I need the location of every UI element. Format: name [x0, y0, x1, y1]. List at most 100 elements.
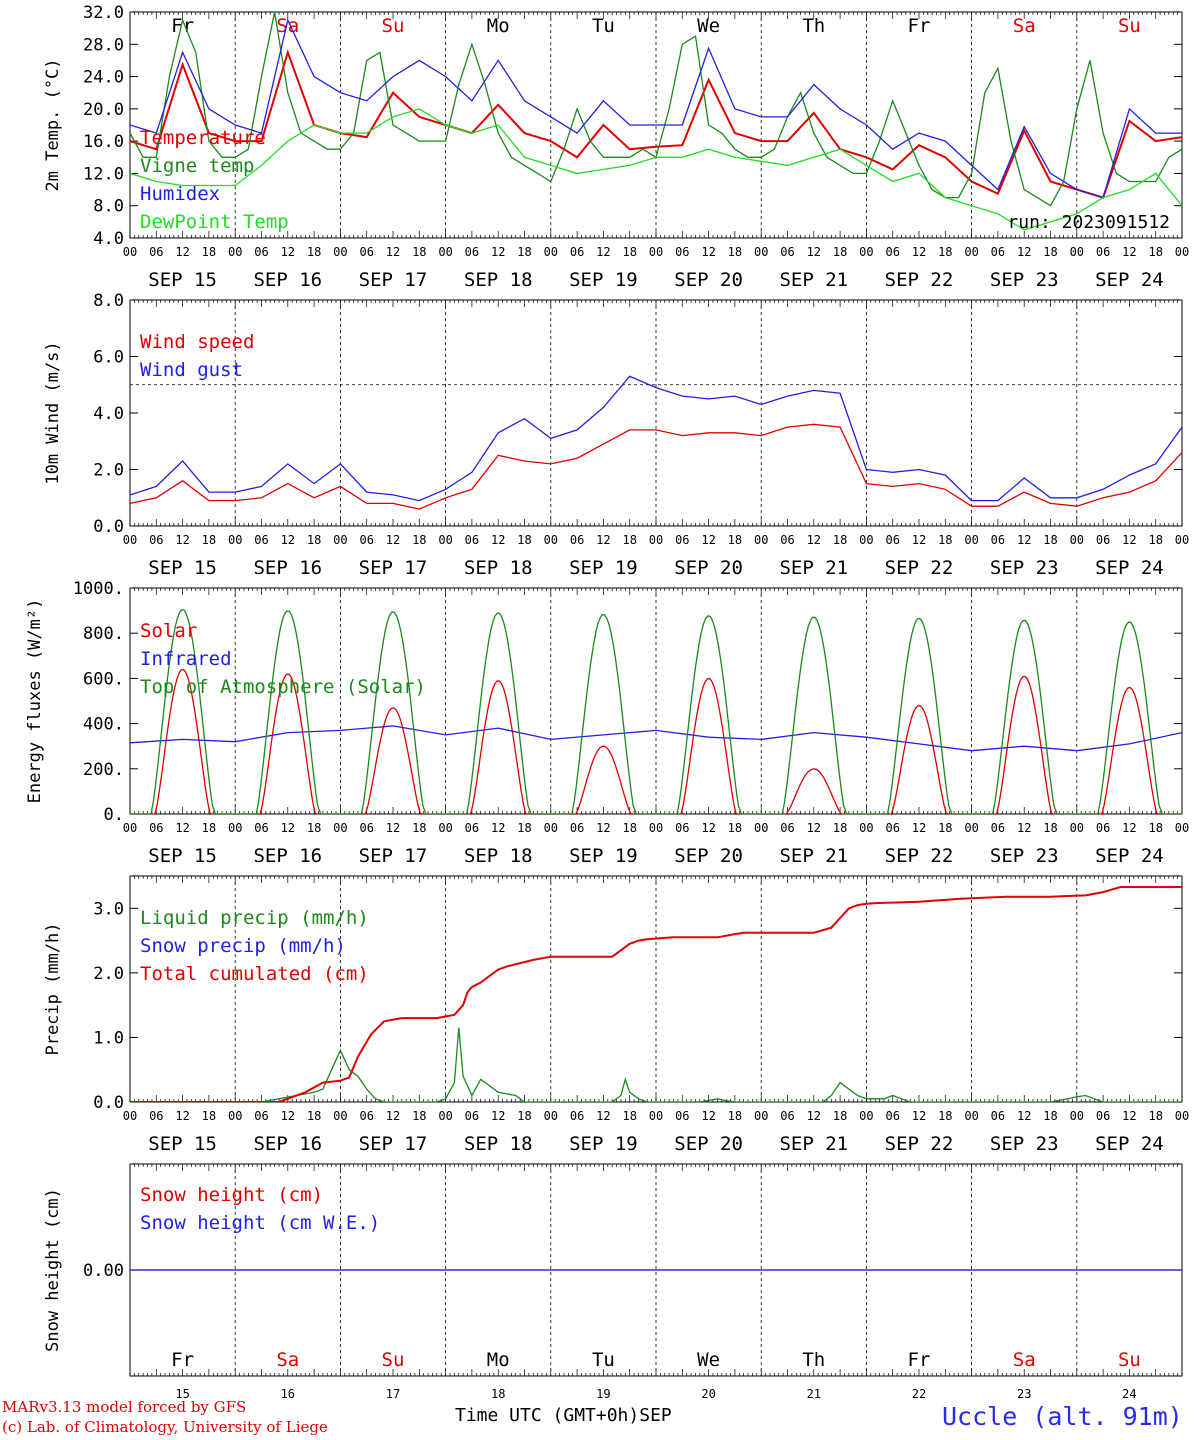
- hour-tick-label: 18: [833, 1109, 847, 1123]
- day-name-label: Sa: [1013, 1349, 1036, 1371]
- day-name-label: Th: [802, 15, 825, 37]
- hour-tick-label: 06: [254, 821, 268, 835]
- y-tick-label: 2.0: [93, 964, 124, 984]
- y-tick-label: 12.0: [83, 164, 124, 184]
- hour-tick-label: 12: [386, 533, 400, 547]
- series-total-cumulated-cm: [130, 886, 1182, 1102]
- hour-tick-label: 12: [1122, 1109, 1136, 1123]
- hour-tick-label: 06: [254, 533, 268, 547]
- y-tick-label: 0.0: [93, 517, 124, 537]
- y-axis-label: 10m Wind (m/s): [43, 341, 63, 484]
- hour-tick-label: 00: [754, 245, 768, 259]
- hour-tick-label: 18: [412, 533, 426, 547]
- hour-tick-label: 18: [412, 821, 426, 835]
- series-humidex: [130, 18, 1182, 199]
- hour-tick-label: 18: [1043, 245, 1057, 259]
- y-tick-label: 200.: [83, 760, 124, 780]
- hour-tick-label: 00: [333, 245, 347, 259]
- hour-tick-label: 18: [1043, 821, 1057, 835]
- hour-tick-label: 00: [544, 533, 558, 547]
- hour-tick-label: 18: [517, 821, 531, 835]
- legend-entry: Total cumulated (cm): [140, 963, 369, 985]
- hour-tick-label: 00: [859, 1109, 873, 1123]
- date-label: SEP 18: [464, 557, 533, 579]
- y-axis-label: Energy fluxes (W/m²): [25, 599, 45, 804]
- y-tick-label: 600.: [83, 669, 124, 689]
- day-name-label: Fr: [908, 15, 931, 37]
- date-label: SEP 20: [674, 269, 743, 291]
- day-number-label: 15: [175, 1387, 189, 1401]
- date-label: SEP 18: [464, 845, 533, 867]
- date-label: SEP 17: [359, 269, 428, 291]
- hour-tick-label: 00: [754, 1109, 768, 1123]
- hour-tick-label: 12: [1017, 1109, 1031, 1123]
- date-label: SEP 20: [674, 1133, 743, 1155]
- hour-tick-label: 18: [833, 245, 847, 259]
- hour-tick-label: 00: [1175, 1109, 1189, 1123]
- y-tick-label: 3.0: [93, 899, 124, 919]
- hour-tick-label: 18: [728, 245, 742, 259]
- date-label: SEP 16: [253, 1133, 322, 1155]
- series-solar: [130, 668, 1182, 814]
- date-label: SEP 21: [779, 1133, 848, 1155]
- day-number-label: 22: [912, 1387, 926, 1401]
- hour-tick-label: 18: [1148, 245, 1162, 259]
- hour-tick-label: 00: [754, 821, 768, 835]
- y-tick-label: 2.0: [93, 461, 124, 481]
- y-tick-label: 0.0: [93, 1093, 124, 1113]
- date-label: SEP 21: [779, 557, 848, 579]
- hour-tick-label: 12: [1017, 821, 1031, 835]
- hour-tick-label: 06: [149, 533, 163, 547]
- x-axis-month: SEP: [639, 1405, 672, 1426]
- hour-tick-label: 12: [175, 533, 189, 547]
- hour-tick-label: 12: [912, 245, 926, 259]
- hour-tick-label: 06: [149, 245, 163, 259]
- hour-tick-label: 00: [964, 533, 978, 547]
- hour-tick-label: 18: [1043, 1109, 1057, 1123]
- y-tick-label: 32.0: [83, 3, 124, 23]
- run-annotation: run: 2023091512: [1007, 212, 1170, 233]
- hour-tick-label: 12: [1017, 533, 1031, 547]
- day-name-label: We: [697, 1349, 720, 1371]
- hour-tick-label: 00: [1070, 533, 1084, 547]
- panel-3: 0. 200. 400. 600. 800. 1000. Energy fluxes (W/…: [25, 579, 1189, 867]
- hour-tick-label: 00: [228, 245, 242, 259]
- hour-tick-label: 12: [491, 1109, 505, 1123]
- day-name-label: Mo: [487, 1349, 510, 1371]
- date-label: SEP 16: [253, 845, 322, 867]
- hour-tick-label: 18: [728, 533, 742, 547]
- hour-tick-label: 18: [938, 245, 952, 259]
- hour-tick-label: 00: [123, 821, 137, 835]
- legend-entry: Snow precip (mm/h): [140, 935, 346, 957]
- hour-tick-label: 06: [570, 533, 584, 547]
- hour-tick-label: 06: [885, 1109, 899, 1123]
- model-note: MARv3.13 model forced by GFS: [2, 1398, 247, 1416]
- hour-tick-label: 00: [1070, 821, 1084, 835]
- y-tick-label: 16.0: [83, 132, 124, 152]
- y-tick-label: 0.00: [83, 1261, 124, 1281]
- date-label: SEP 18: [464, 269, 533, 291]
- hour-tick-label: 00: [649, 533, 663, 547]
- hour-tick-label: 18: [1043, 533, 1057, 547]
- hour-tick-label: 12: [912, 1109, 926, 1123]
- hour-tick-label: 12: [491, 245, 505, 259]
- hour-tick-label: 06: [570, 1109, 584, 1123]
- date-label: SEP 21: [779, 845, 848, 867]
- y-tick-label: 800.: [83, 624, 124, 644]
- day-name-label: Fr: [171, 1349, 194, 1371]
- hour-tick-label: 18: [307, 1109, 321, 1123]
- legend-entry: Snow height (cm): [140, 1184, 323, 1206]
- hour-tick-label: 06: [1096, 245, 1110, 259]
- y-axis-label: Snow height (cm): [43, 1188, 63, 1352]
- hour-tick-label: 12: [175, 1109, 189, 1123]
- hour-tick-label: 06: [465, 245, 479, 259]
- hour-tick-label: 00: [859, 533, 873, 547]
- day-name-label: Su: [1118, 1349, 1141, 1371]
- date-label: SEP 17: [359, 845, 428, 867]
- day-name-label: We: [697, 15, 720, 37]
- hour-tick-label: 06: [1096, 1109, 1110, 1123]
- hour-tick-label: 18: [833, 533, 847, 547]
- legend-entry: DewPoint Temp: [140, 211, 289, 233]
- date-label: SEP 24: [1095, 557, 1164, 579]
- hour-tick-label: 06: [570, 245, 584, 259]
